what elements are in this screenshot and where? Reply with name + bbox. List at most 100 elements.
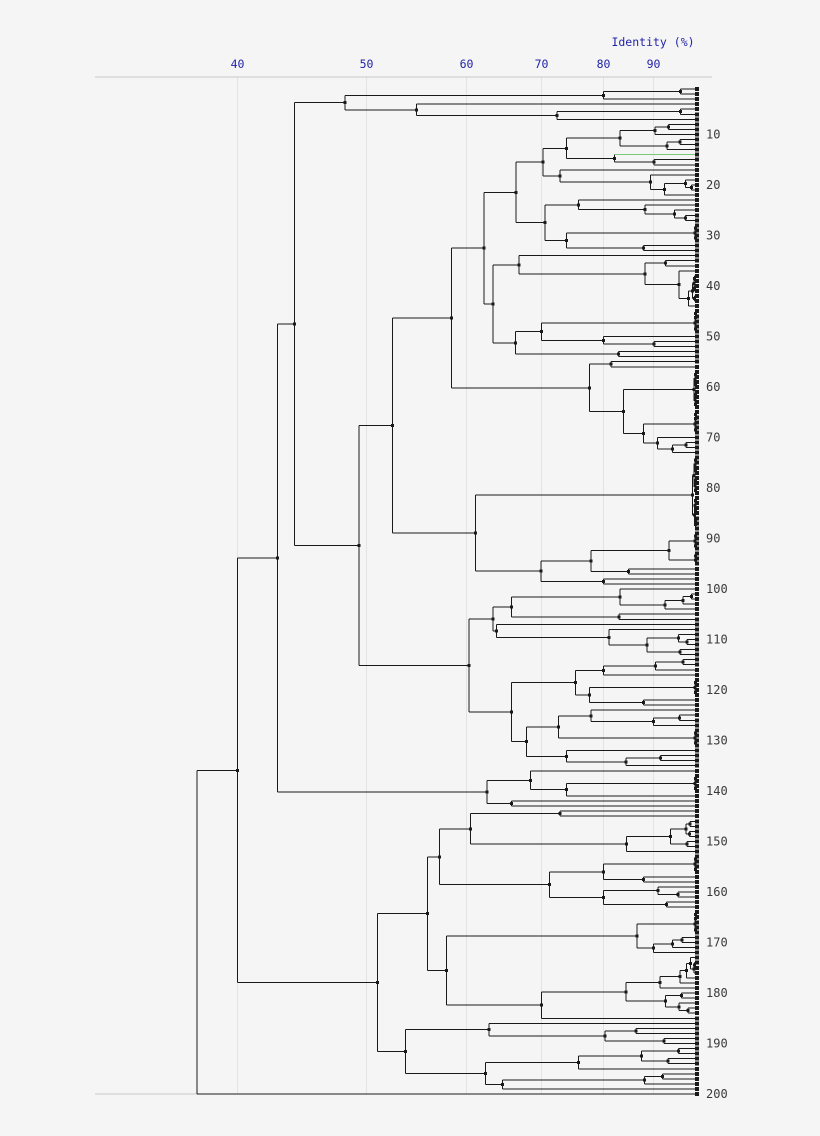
axis-tick-label: 60 — [460, 57, 474, 71]
leaf-tip-marker — [695, 738, 699, 743]
internal-node-marker — [609, 362, 613, 366]
leaf-tip-marker — [695, 789, 699, 793]
leaf-tip-marker — [695, 294, 699, 298]
internal-node-marker — [469, 827, 472, 831]
leaf-tip-marker — [695, 359, 699, 364]
leaf-tip-marker — [695, 1006, 699, 1010]
leaf-tip-marker — [695, 966, 699, 970]
leaf-tip-marker — [695, 910, 699, 914]
internal-node-marker — [693, 539, 697, 543]
leaf-tip-marker — [695, 1077, 699, 1081]
internal-node-marker — [693, 782, 697, 785]
internal-node-marker — [684, 827, 688, 831]
internal-node-marker — [484, 1072, 487, 1075]
internal-node-marker — [694, 383, 697, 386]
leaf-tip-marker — [695, 587, 699, 591]
leaf-tip-marker — [695, 223, 699, 228]
internal-node-marker — [694, 523, 697, 526]
leaf-tip-marker — [695, 233, 699, 238]
internal-node-marker — [689, 962, 692, 965]
internal-node-marker — [589, 714, 593, 718]
leaf-tip-marker — [695, 1016, 699, 1021]
leaf-tip-marker — [695, 218, 699, 223]
internal-node-marker — [541, 160, 545, 164]
internal-node-marker — [678, 140, 682, 144]
dendrogram-tree — [196, 88, 697, 1095]
internal-node-marker — [653, 129, 657, 132]
leaf-tip-marker — [695, 122, 699, 127]
internal-node-marker — [539, 569, 543, 573]
leaf-count-label: 190 — [706, 1037, 728, 1051]
leaf-tip-marker — [695, 117, 699, 122]
leaf-tip-marker — [695, 203, 699, 207]
internal-node-marker — [693, 378, 697, 381]
internal-node-marker — [652, 946, 655, 950]
leaf-tip-marker — [695, 905, 699, 909]
internal-node-marker — [491, 302, 495, 306]
internal-node-marker — [445, 969, 448, 972]
leaf-tip-marker — [695, 253, 699, 258]
internal-node-marker — [694, 469, 697, 472]
leaf-tip-marker — [695, 395, 699, 399]
internal-node-marker — [485, 790, 489, 794]
leaf-tip-marker — [695, 637, 699, 642]
internal-node-marker — [625, 842, 628, 846]
axis-tick-label: 80 — [597, 57, 611, 71]
internal-node-marker — [557, 725, 560, 729]
leaf-tip-marker — [695, 1082, 699, 1086]
internal-node-marker — [693, 231, 697, 235]
internal-node-marker — [577, 1061, 580, 1064]
leaf-tip-marker — [695, 365, 699, 369]
internal-node-marker — [603, 1034, 607, 1038]
internal-node-marker — [664, 999, 667, 1003]
internal-node-marker — [693, 686, 697, 689]
leaf-tip-marker — [695, 390, 699, 394]
internal-node-marker — [694, 509, 697, 512]
leaf-tip-marker — [695, 940, 699, 945]
leaf-tip-marker — [695, 455, 699, 460]
leaf-tip-marker — [695, 112, 699, 117]
leaf-tip-marker — [695, 1056, 699, 1061]
leaf-tip-marker — [695, 304, 699, 308]
identity-axis: Identity (%) 40 50 60 70 80 90 — [231, 35, 695, 71]
internal-node-marker — [276, 556, 279, 560]
internal-node-marker — [679, 90, 682, 93]
internal-node-marker — [642, 701, 645, 704]
leaf-tip-marker — [695, 198, 699, 202]
leaf-tip-marker — [695, 324, 699, 329]
leaf-tip-marker — [695, 673, 699, 677]
internal-node-marker — [662, 1039, 666, 1043]
leaf-count-label: 170 — [706, 936, 728, 950]
leaf-count-label: 30 — [706, 229, 720, 243]
tree-branches — [196, 88, 697, 1095]
leaf-count-label: 20 — [706, 178, 720, 192]
leaf-tip-marker — [695, 107, 699, 111]
leaf-tip-marker — [695, 168, 699, 172]
leaf-tip-marker — [695, 652, 699, 657]
leaf-tip-marker — [695, 445, 699, 450]
leaf-tip-marker — [695, 213, 699, 218]
leaf-tip-marker — [695, 152, 699, 157]
leaf-tip-marker — [695, 794, 699, 798]
leaf-tip-marker — [695, 577, 699, 581]
leaf-tip-marker — [695, 405, 699, 409]
leaf-tip-marker — [695, 804, 699, 808]
internal-node-marker — [694, 226, 697, 230]
internal-node-marker — [688, 822, 692, 826]
leaf-tip-marker — [695, 274, 699, 278]
internal-node-marker — [693, 463, 697, 467]
internal-node-marker — [694, 499, 697, 502]
internal-node-marker — [565, 755, 568, 758]
internal-node-marker — [643, 208, 647, 211]
internal-node-marker — [635, 934, 639, 938]
internal-node-marker — [602, 580, 605, 583]
leaf-tip-marker — [695, 723, 699, 728]
internal-node-marker — [293, 322, 296, 326]
leaf-tip-marker — [695, 597, 699, 601]
leaf-tip-marker — [695, 819, 699, 824]
internal-node-marker — [680, 938, 684, 942]
leaf-tip-marker — [695, 248, 699, 253]
leaf-tip-marker — [695, 642, 699, 647]
leaf-tip-marker — [695, 1051, 699, 1056]
